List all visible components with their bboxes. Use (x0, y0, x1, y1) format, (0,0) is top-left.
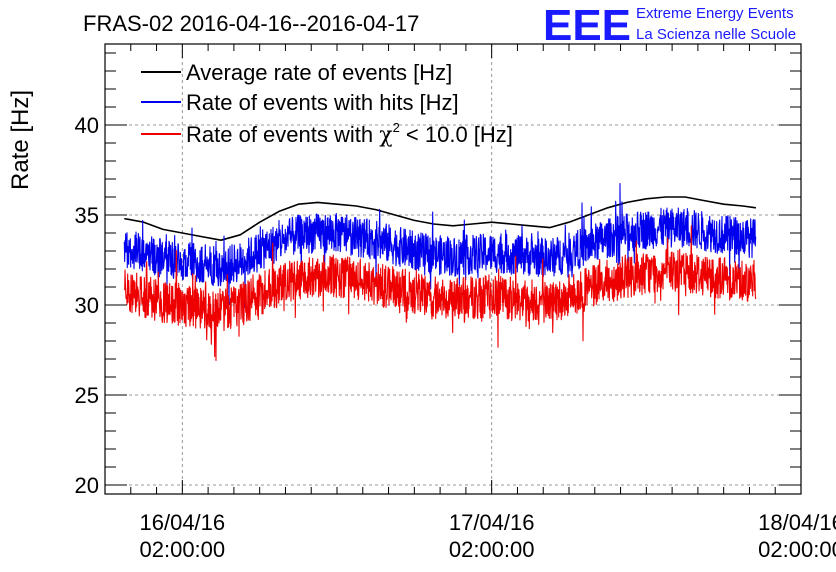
x-tick-label-time-0: 02:00:00 (140, 537, 226, 562)
legend-label-0: Average rate of events [Hz] (186, 60, 452, 85)
eee-logo: EEE Extreme Energy Events La Scienza nel… (543, 1, 796, 50)
y-tick-label-4: 40 (75, 113, 99, 138)
series-layer (123, 182, 757, 362)
chart-title: FRAS-02 2016-04-16--2016-04-17 (83, 11, 419, 36)
legend: Average rate of events [Hz] Rate of event… (141, 60, 513, 148)
series-line-1 (123, 182, 757, 309)
legend-label-1: Rate of events with hits [Hz] (186, 90, 459, 115)
y-tick-label-0: 20 (75, 473, 99, 498)
y-tick-label-2: 30 (75, 293, 99, 318)
eee-logo-letters: EEE (543, 1, 631, 50)
x-tick-label-date-0: 16/04/16 (140, 510, 226, 535)
x-tick-label-date-2: 18/04/16 (758, 510, 836, 535)
legend-label-2: Rate of events with χ2 < 10.0 [Hz] (186, 120, 513, 148)
logo-line-1: Extreme Energy Events (636, 5, 794, 22)
x-tick-label-time-1: 02:00:00 (449, 537, 535, 562)
y-tick-label-3: 35 (75, 203, 99, 228)
x-tick-label-date-1: 17/04/16 (449, 510, 535, 535)
axes: 202530354016/04/1602:00:0017/04/1602:00:… (75, 43, 836, 562)
x-tick-label-time-2: 02:00:00 (758, 537, 836, 562)
series-line-2 (123, 225, 757, 362)
series-line-0 (124, 196, 757, 241)
y-axis-title: Rate [Hz] (7, 90, 34, 190)
y-tick-label-1: 25 (75, 383, 99, 408)
logo-line-2: La Scienza nelle Scuole (636, 26, 796, 43)
